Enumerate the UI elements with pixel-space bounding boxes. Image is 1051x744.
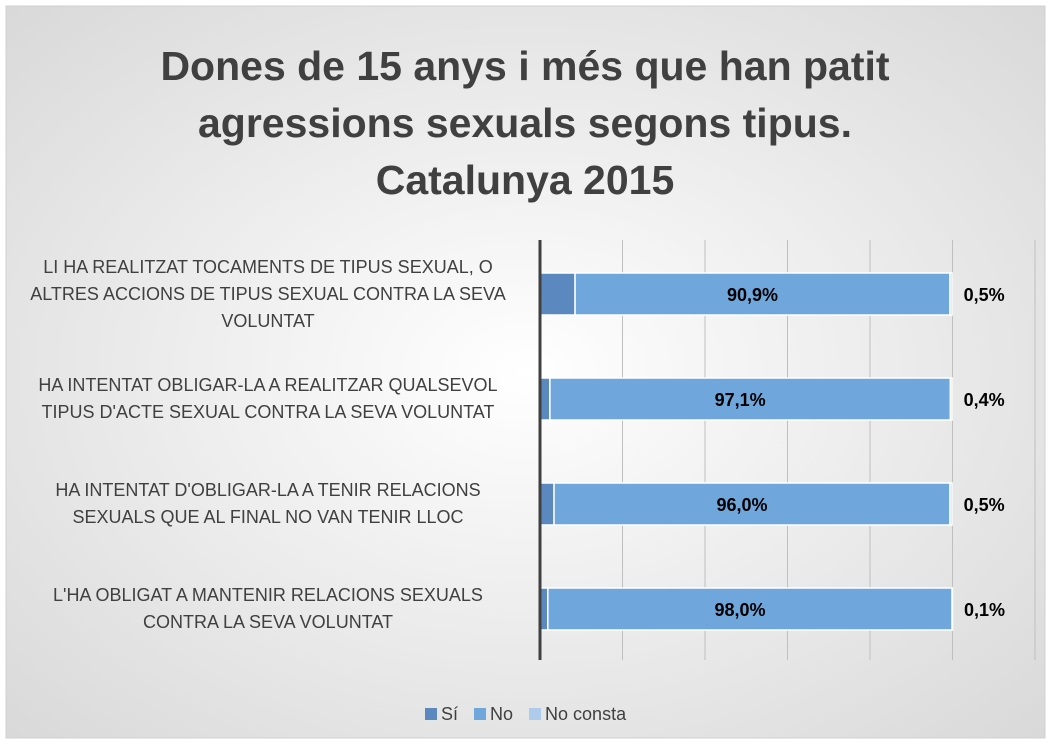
legend-swatch: [474, 708, 487, 720]
value-label: 90,9%: [727, 285, 778, 305]
legend-label: Sí: [441, 704, 458, 724]
category-label: HA INTENTAT OBLIGAR-LA A REALITZAR QUALS…: [38, 375, 498, 422]
bar-segment: [549, 377, 952, 421]
legend-swatch: [529, 708, 542, 720]
legend-label: No: [490, 704, 513, 724]
value-label: 0,4%: [964, 390, 1005, 410]
bar-segment: [574, 272, 951, 316]
bar-segment: [547, 587, 953, 631]
legend-label: No consta: [545, 704, 627, 724]
bar-segment: [539, 482, 555, 526]
chart-title: Dones de 15 anys i més que han patit agr…: [160, 43, 890, 203]
value-label: 97,1%: [715, 390, 766, 410]
category-label: LI HA REALITZAT TOCAMENTS DE TIPUS SEXUA…: [30, 256, 506, 331]
bar-segment: [949, 272, 953, 316]
value-label: 98,0%: [714, 600, 765, 620]
value-label: 0,5%: [964, 285, 1005, 305]
value-label: 0,5%: [964, 495, 1005, 515]
bar-segment: [553, 482, 951, 526]
bar-segment: [949, 377, 953, 421]
value-label: 0,1%: [964, 600, 1005, 620]
category-label: HA INTENTAT D'OBLIGAR-LA A TENIR RELACIO…: [55, 480, 481, 527]
legend-swatch: [425, 708, 437, 720]
bar-segment: [539, 272, 576, 316]
bar-segment: [949, 482, 953, 526]
title-box: Dones de 15 anys i més que han patit agr…: [160, 43, 890, 203]
value-label: 96,0%: [717, 495, 768, 515]
category-label: L'HA OBLIGAT A MANTENIR RELACIONS SEXUAL…: [53, 585, 483, 632]
